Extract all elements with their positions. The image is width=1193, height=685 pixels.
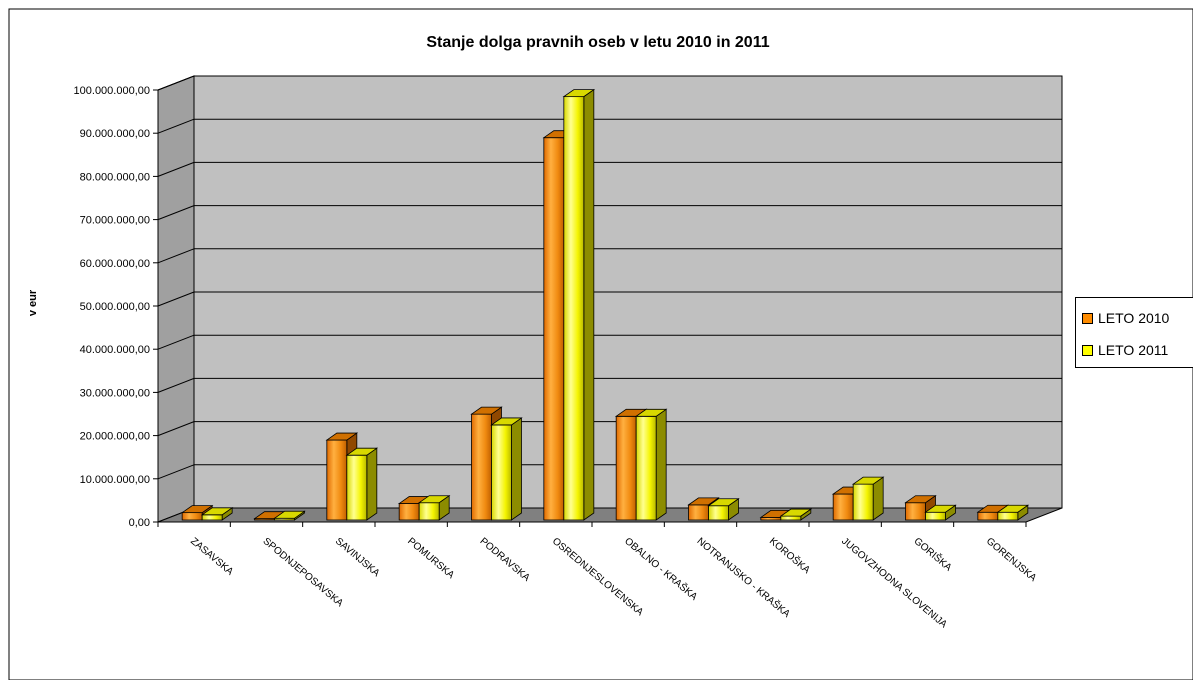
legend-label-2010: LETO 2010 (1098, 310, 1170, 326)
y-tick-label: 60.000.000,00 (80, 258, 150, 270)
bar-top-leto-2011 (273, 510, 306, 519)
legend-swatch-2010 (1082, 312, 1093, 324)
bar-top-leto-2011 (779, 508, 813, 517)
gridline-side (157, 161, 195, 177)
bar-leto-2010 (543, 137, 565, 521)
bar-top-leto-2010 (687, 497, 720, 506)
bar-top-leto-2011 (200, 507, 234, 516)
bar-leto-2010 (977, 511, 999, 521)
bar-side-leto-2011 (511, 417, 522, 521)
bar-leto-2011 (708, 505, 729, 521)
gridline-side (157, 75, 195, 91)
legend-label-2011: LETO 2011 (1098, 342, 1169, 358)
y-axis-label: v eur (27, 289, 39, 316)
bar-leto-2010 (688, 504, 709, 521)
y-tick-label: 40.000.000,00 (80, 344, 150, 356)
y-tick-label: 30.000.000,00 (80, 387, 150, 399)
y-tick-label: 70.000.000,00 (80, 215, 150, 227)
y-tick-label: 20.000.000,00 (80, 431, 150, 443)
legend-item-2011: LETO 2011 (1082, 340, 1168, 360)
bar-top-leto-2011 (924, 504, 957, 513)
legend-item-2010: LETO 2010 (1082, 308, 1169, 328)
gridline-side (157, 205, 195, 221)
bar-top-leto-2010 (325, 432, 359, 441)
bar-side-leto-2011 (583, 88, 595, 521)
bar-top-leto-2011 (634, 408, 668, 417)
legend-swatch-2011 (1082, 344, 1093, 356)
bar-top-leto-2011 (707, 498, 740, 507)
y-tick-label: 100.000.000,00 (74, 85, 150, 97)
bar-leto-2011 (563, 96, 585, 521)
gridline-side (157, 464, 195, 480)
bar-leto-2011 (346, 454, 368, 521)
bar-side-leto-2011 (366, 447, 378, 521)
bar-top-leto-2011 (345, 447, 379, 456)
bar-leto-2011 (780, 515, 802, 521)
y-tick-label: 80.000.000,00 (80, 171, 150, 183)
bar-leto-2011 (201, 514, 223, 521)
legend: LETO 2010 LETO 2011 (1075, 297, 1193, 368)
bar-leto-2011 (852, 483, 874, 521)
bar-top-leto-2010 (180, 505, 214, 514)
gridline-side (157, 291, 195, 307)
y-tick-label: 90.000.000,00 (80, 128, 150, 140)
bar-leto-2011 (418, 502, 440, 521)
bar-top-leto-2010 (470, 406, 503, 415)
bar-top-leto-2010 (904, 495, 937, 504)
bar-leto-2011 (491, 424, 512, 521)
bar-leto-2010 (615, 415, 637, 521)
bar-leto-2010 (398, 503, 420, 521)
y-tick-label: 0,00 (129, 517, 150, 529)
gridline-side (157, 248, 195, 264)
bar-top-leto-2011 (996, 504, 1030, 513)
bar-leto-2011 (635, 415, 657, 521)
bar-leto-2010 (471, 413, 492, 521)
bar-side-leto-2011 (655, 408, 667, 521)
gridline-side (157, 377, 195, 393)
y-tick-label: 10.000.000,00 (80, 474, 150, 486)
bar-top-leto-2011 (562, 89, 596, 98)
bar-leto-2011 (997, 511, 1019, 521)
bar-leto-2010 (326, 439, 348, 521)
bar-top-leto-2011 (417, 495, 451, 504)
bar-top-leto-2011 (490, 417, 523, 426)
chart-title: Stanje dolga pravnih oseb v letu 2010 in… (426, 34, 769, 51)
gridline-side (157, 421, 195, 437)
gridline-side (157, 118, 195, 134)
bar-leto-2010 (832, 493, 854, 521)
bar-leto-2010 (905, 502, 926, 521)
gridline-side (157, 334, 195, 350)
bar-top-leto-2011 (851, 476, 885, 485)
bar-leto-2010 (181, 512, 203, 521)
bar-leto-2011 (925, 511, 946, 521)
y-tick-label: 50.000.000,00 (80, 301, 150, 313)
